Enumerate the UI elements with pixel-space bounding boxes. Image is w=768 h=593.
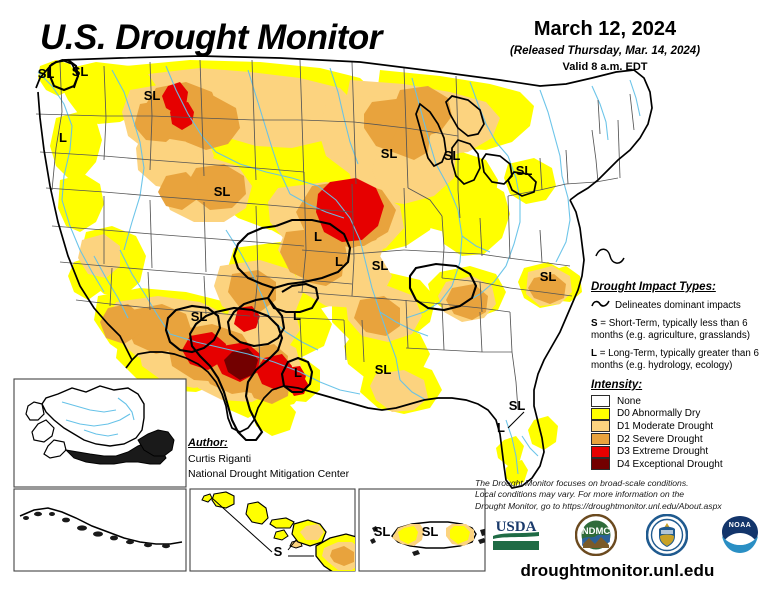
label-pointer-lines: [507, 411, 525, 429]
map-impact-label-sl-1: SL: [72, 64, 89, 79]
author-name: Curtis Riganti: [188, 453, 252, 466]
drought-impact-types-legend: Drought Impact Types: Delineates dominan…: [591, 281, 763, 378]
intensity-swatch-d1: [591, 420, 610, 433]
disclaimer-line-2: Local conditions may vary. For more info…: [475, 489, 685, 500]
valid-time: Valid 8 a.m. EDT: [562, 61, 648, 73]
impact-long-term-row: L = Long-Term, typically greater than 6 …: [591, 348, 763, 372]
disclaimer-text: The Drought Monitor focuses on broad-sca…: [475, 478, 760, 512]
map-impact-label-l-8: L: [314, 229, 322, 244]
map-impact-label-sl-16: SL: [509, 398, 526, 413]
map-impact-label-sl-5: SL: [381, 146, 398, 161]
author-block: Author: Curtis Riganti National Drought …: [188, 436, 349, 481]
short-term-text: = Short-Term, typically less than 6 mont…: [591, 317, 750, 341]
impact-region-outlines: [48, 58, 478, 442]
map-impact-label-l-17: L: [497, 420, 505, 435]
map-impact-label-sl-4: SL: [214, 184, 231, 199]
map-impact-label-l-14: L: [294, 365, 302, 380]
svg-text:USDA: USDA: [496, 519, 537, 535]
valid-date: March 12, 2024: [533, 18, 677, 40]
intensity-row-d2: D2 Severe Drought: [591, 433, 763, 446]
map-impact-label-sl-15: SL: [375, 362, 392, 377]
intensity-row-d3: D3 Extreme Drought: [591, 445, 763, 458]
release-date: (Released Thursday, Mar. 14, 2024): [509, 45, 701, 57]
long-term-text: = Long-Term, typically greater than 6 mo…: [591, 347, 759, 371]
impact-delineates-row: Delineates dominant impacts: [591, 298, 763, 312]
map-impact-label-sl-6: SL: [444, 148, 461, 163]
map-impact-label-sl-19: SL: [374, 524, 391, 539]
short-term-letter: S: [591, 317, 598, 329]
disclaimer-line-3: Drought Monitor, go to https://droughtmo…: [475, 500, 722, 511]
long-term-letter: L: [591, 347, 597, 359]
website-url: droughtmonitor.unl.edu: [520, 561, 715, 580]
usda-logo: USDA: [487, 513, 545, 557]
map-impact-label-s-18: S: [274, 544, 283, 559]
impact-legend-heading: Drought Impact Types:: [591, 281, 716, 293]
author-org: National Drought Mitigation Center: [188, 467, 350, 480]
inset-alaska: [13, 378, 187, 572]
map-impact-label-sl-10: SL: [372, 258, 389, 273]
intensity-swatch-d3: [591, 445, 610, 458]
impact-pointer-squiggle: [595, 248, 625, 264]
inset-hawaii: [189, 488, 356, 572]
map-impact-label-sl-2: SL: [144, 88, 161, 103]
svg-text:NOAA: NOAA: [729, 522, 752, 529]
intensity-label-d4: D4 Exceptional Drought: [617, 458, 723, 470]
intensity-legend-heading: Intensity:: [591, 379, 643, 391]
usda-seal-logo: [646, 513, 689, 557]
intensity-label-none: None: [617, 395, 641, 407]
impact-short-term-row: S = Short-Term, typically less than 6 mo…: [591, 318, 763, 342]
intensity-swatch-d0: [591, 407, 610, 420]
state-boundaries: [35, 59, 635, 411]
intensity-swatch-none: [591, 395, 610, 408]
author-heading: Author:: [188, 437, 228, 449]
intensity-label-d0: D0 Abnormally Dry: [617, 408, 701, 420]
noaa-logo: NOAA: [718, 513, 762, 557]
intensity-label-d2: D2 Severe Drought: [617, 433, 703, 445]
svg-text:NDMC: NDMC: [581, 526, 610, 537]
map-impact-label-sl-0: SL: [38, 66, 55, 81]
impact-delineates-label: Delineates dominant impacts: [615, 300, 741, 311]
intensity-label-d1: D1 Moderate Drought: [617, 420, 714, 432]
intensity-row-d4: D4 Exceptional Drought: [591, 458, 763, 471]
map-impact-label-l-13: L: [293, 308, 301, 323]
intensity-row-d1: D1 Moderate Drought: [591, 420, 763, 433]
intensity-row-d0: D0 Abnormally Dry: [591, 407, 763, 421]
map-impact-label-sl-11: SL: [540, 269, 557, 284]
intensity-legend-rows: None D0 Abnormally Dry D1 Moderate Drought…: [591, 395, 763, 471]
map-impact-label-sl-12: SL: [191, 309, 208, 324]
intensity-swatch-d4: [591, 458, 610, 471]
ndmc-logo: NDMC: [574, 513, 617, 557]
map-impact-label-l-3: L: [59, 130, 67, 145]
map-impact-label-l-9: L: [335, 254, 343, 269]
page-title: U.S. Drought Monitor: [40, 18, 382, 57]
intensity-swatch-d2: [591, 433, 610, 446]
inset-puerto-rico: [358, 488, 486, 572]
intensity-legend: Intensity: None D0 Abnormally Dry D1 Moder…: [591, 379, 763, 471]
map-impact-label-sl-7: SL: [516, 163, 533, 178]
map-impact-label-sl-20: SL: [422, 524, 439, 539]
intensity-label-d3: D3 Extreme Drought: [617, 446, 709, 458]
intensity-row-none: None: [591, 395, 763, 408]
disclaimer-line-1: The Drought Monitor focuses on broad-sca…: [475, 478, 689, 488]
squiggle-icon: [591, 299, 610, 308]
date-block: March 12, 2024 (Released Thursday, Mar. …: [455, 18, 755, 73]
partner-logos: USDA NDMC NOAA: [487, 512, 762, 558]
